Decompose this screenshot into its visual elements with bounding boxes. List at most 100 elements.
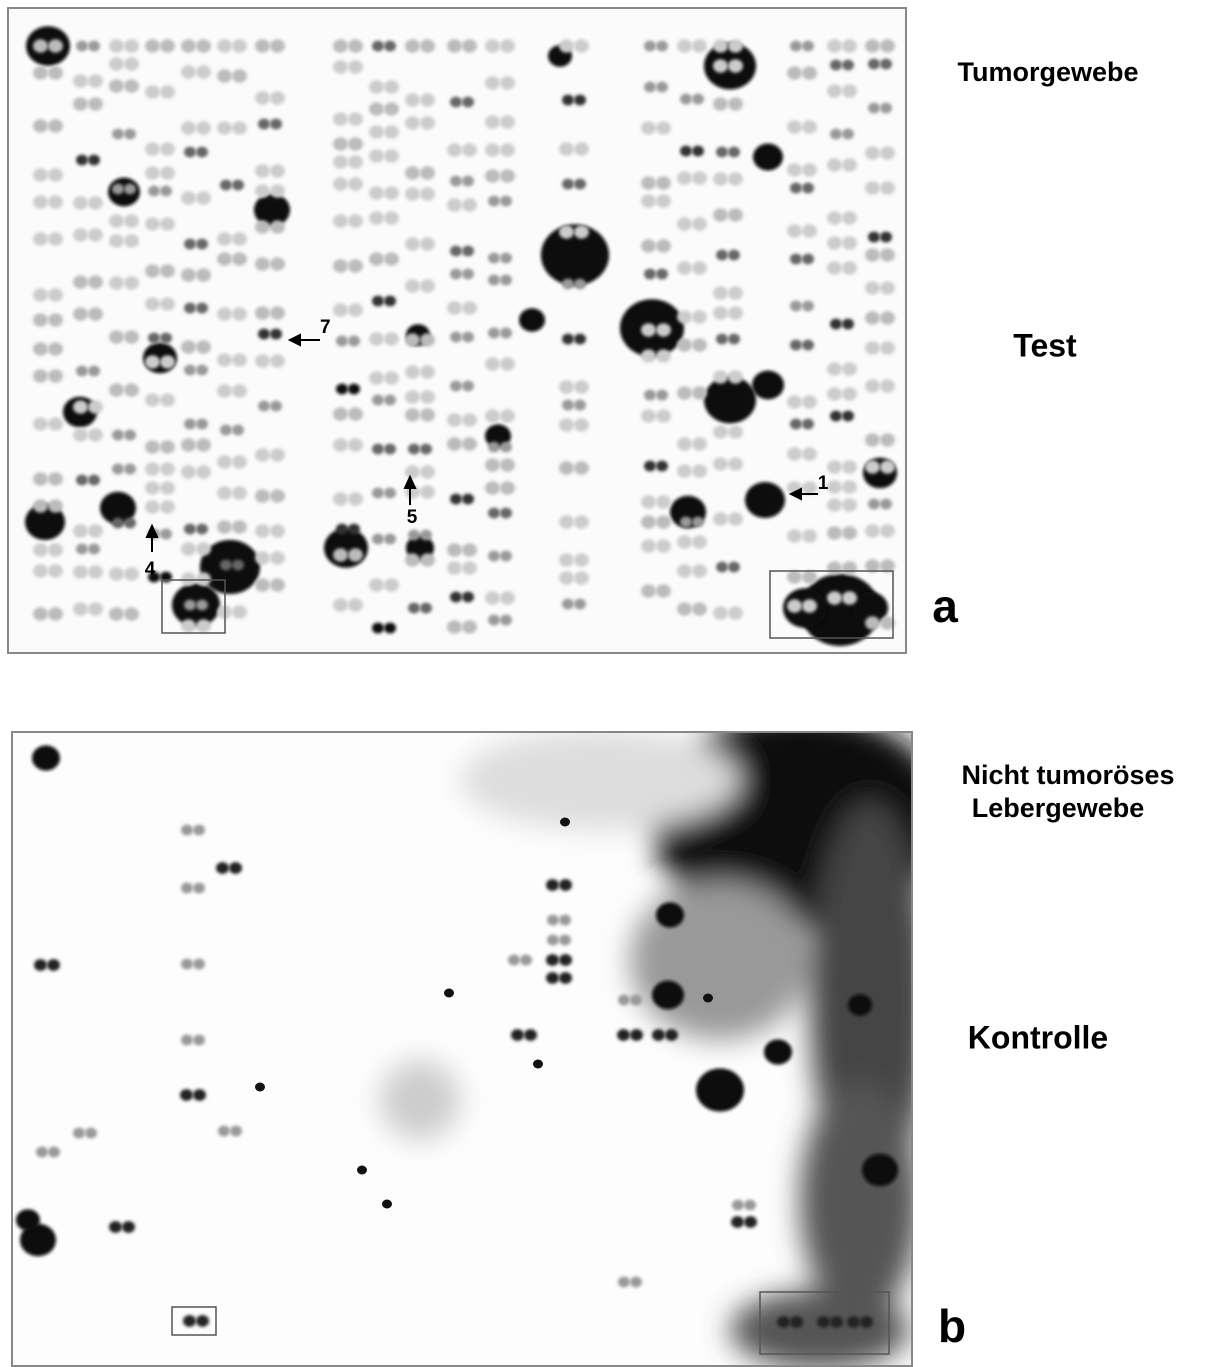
spot — [369, 186, 384, 200]
spot — [656, 269, 668, 280]
spot — [333, 39, 348, 53]
spot — [369, 80, 384, 94]
spot — [559, 879, 572, 891]
spot — [181, 438, 196, 452]
spot — [728, 562, 740, 573]
spot — [333, 137, 348, 151]
spot — [145, 355, 160, 369]
spot — [728, 97, 743, 111]
spot — [232, 232, 247, 246]
spot — [220, 560, 232, 571]
spot — [160, 500, 175, 514]
spot — [677, 261, 692, 275]
spot — [180, 1089, 193, 1101]
spot — [641, 194, 656, 208]
spot — [641, 584, 656, 598]
spot — [641, 515, 656, 529]
spot — [160, 186, 172, 197]
spot — [802, 183, 814, 194]
spot — [232, 307, 247, 321]
spot — [420, 553, 435, 567]
spot — [333, 60, 348, 74]
spot — [500, 275, 512, 286]
spot — [76, 41, 88, 52]
spot — [450, 269, 462, 280]
spot — [777, 1316, 790, 1328]
spot — [865, 616, 880, 630]
spot — [145, 440, 160, 454]
spot — [692, 437, 707, 451]
spot — [830, 319, 842, 330]
spot — [500, 551, 512, 562]
spot — [677, 39, 692, 53]
spot — [405, 116, 420, 130]
spot — [450, 592, 462, 603]
spot — [865, 524, 880, 538]
spot — [745, 482, 785, 518]
spot — [145, 217, 160, 231]
spot — [48, 342, 63, 356]
spot — [827, 460, 842, 474]
spot — [348, 259, 363, 273]
spot — [112, 464, 124, 475]
spot — [500, 143, 515, 157]
spot — [692, 564, 707, 578]
spot — [196, 419, 208, 430]
spot — [218, 1126, 230, 1137]
spot — [255, 354, 270, 368]
spot — [384, 444, 396, 455]
spot — [33, 342, 48, 356]
spot — [447, 413, 462, 427]
spot — [562, 95, 574, 106]
spot — [500, 508, 512, 519]
spot — [574, 418, 589, 432]
spot — [217, 307, 232, 321]
spot — [728, 59, 743, 73]
spot — [217, 353, 232, 367]
spot — [574, 599, 586, 610]
spot — [48, 369, 63, 383]
spot — [802, 447, 817, 461]
spot — [333, 259, 348, 273]
spot — [160, 166, 175, 180]
spot — [184, 147, 196, 158]
spot — [692, 217, 707, 231]
spot — [232, 486, 247, 500]
spot — [656, 323, 671, 337]
spot — [485, 591, 500, 605]
spot — [160, 85, 175, 99]
spot — [124, 57, 139, 71]
spot — [145, 39, 160, 53]
spot — [217, 455, 232, 469]
spot — [181, 465, 196, 479]
spot — [85, 1128, 97, 1139]
spot — [348, 336, 360, 347]
spot — [868, 232, 880, 243]
spot — [109, 1221, 122, 1233]
spot — [348, 407, 363, 421]
spot — [559, 935, 571, 946]
spot — [802, 66, 817, 80]
spot — [33, 232, 48, 246]
spot — [865, 311, 880, 325]
spot — [802, 599, 817, 613]
spot — [333, 548, 348, 562]
spot — [33, 313, 48, 327]
spot — [574, 380, 589, 394]
spot — [181, 191, 196, 205]
spot — [865, 433, 880, 447]
spot — [533, 1060, 543, 1069]
spot — [369, 578, 384, 592]
spot — [372, 444, 384, 455]
spot — [485, 39, 500, 53]
spot — [696, 1068, 744, 1111]
spot — [630, 1277, 642, 1288]
spot — [336, 336, 348, 347]
spot — [802, 340, 814, 351]
spot — [258, 329, 270, 340]
spot — [88, 428, 103, 442]
spot — [420, 485, 435, 499]
spot — [802, 481, 817, 495]
spot — [802, 41, 814, 52]
spot — [196, 65, 211, 79]
